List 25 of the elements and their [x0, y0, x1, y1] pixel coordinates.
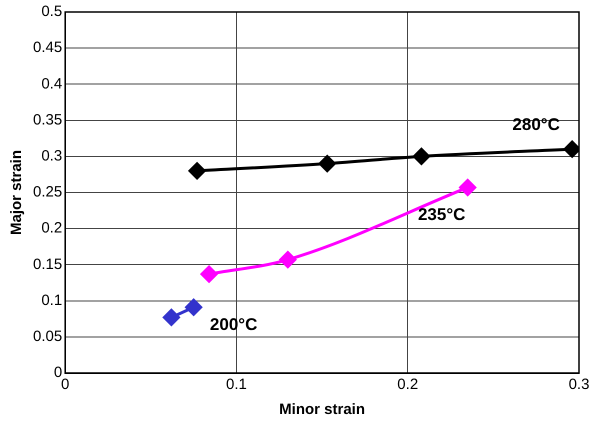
y-tick-label: 0.15 [32, 256, 62, 273]
point [279, 251, 296, 268]
y-tick-label: 0.5 [41, 3, 62, 20]
point [459, 178, 476, 196]
y-tick-label: 0.2 [41, 220, 62, 237]
x-tick-label: 0.1 [226, 376, 247, 394]
x-tick-label: 0.2 [397, 376, 418, 394]
point [185, 298, 202, 316]
y-tick-label: 0.45 [32, 39, 62, 56]
x-axis-title: Minor strain [279, 401, 366, 418]
point [318, 155, 336, 172]
y-axis-title: Major strain [8, 150, 26, 236]
y-tick-label: 0 [54, 364, 62, 382]
y-tick-label: 0.35 [32, 111, 62, 128]
y-tick-label: 0.3 [41, 148, 62, 165]
point [162, 308, 180, 326]
y-tick-label: 0.4 [41, 75, 62, 92]
point [188, 162, 206, 180]
y-tick-label: 0.1 [41, 292, 62, 309]
series-label: 235°C [418, 205, 466, 224]
y-tick-label: 0.25 [32, 184, 62, 201]
x-tick-label: 0.3 [568, 376, 590, 394]
point [412, 148, 430, 165]
y-tick-label: 0.05 [32, 328, 62, 346]
point [200, 266, 218, 283]
